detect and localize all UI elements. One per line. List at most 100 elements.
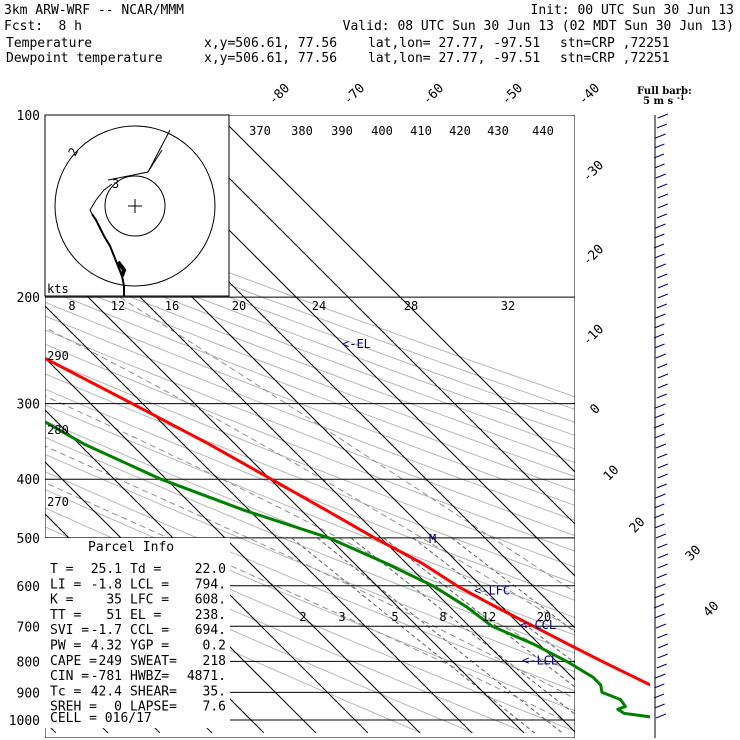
pressure-tick-label: 800 [17,655,40,670]
wind-barb [654,433,665,439]
wind-barb [653,693,665,699]
parcel-info-value: -781 [91,669,122,684]
wind-barb [654,703,665,709]
mixing-ratio-label: 16 [165,299,179,313]
wind-barb [655,133,666,139]
parcel-info-value: YGP = [130,639,169,654]
dry-adiabat [45,388,575,601]
wind-barb [654,343,665,349]
wind-barb [653,333,665,339]
moist-adiabat [45,445,575,700]
parcel-info-value: LAPSE= [130,700,177,715]
parcel-info-value: 4.32 [91,639,122,654]
wind-barb [654,503,665,509]
theta-label: 440 [532,124,554,138]
wind-barb [657,643,669,649]
dry-adiabat [45,213,575,410]
hodograph-outer-ring [54,125,216,287]
wind-key-title: Full barb: [637,86,692,97]
parcel-info-value: 42.4 [91,684,122,699]
wind-barb [657,653,668,659]
dry-adiabat [45,201,575,398]
dry-adiabat [45,249,575,450]
parcel-info-value: 694. [195,623,226,638]
wind-barb [657,463,669,469]
wind-barb [654,683,665,689]
level-marker: <-LFC [474,583,510,597]
legend-dewpoint-stn: stn=CRP ,72251 [560,51,670,66]
parcel-info-value: SHEAR= [130,684,177,699]
parcel-info-value: 249 [99,654,122,669]
theta-label: 420 [449,124,471,138]
hodograph-units: kts [47,282,69,296]
parcel-info-value: 218 [203,654,226,669]
wind-barb [657,383,668,389]
parcel-info-value: Tc = [50,684,81,699]
mixing-ratio-label: 12 [482,610,496,624]
moist-adiabat [45,482,564,721]
storm-motion-marker [107,129,171,181]
dry-adiabat [45,225,575,423]
wind-barb [657,633,668,639]
theta-label: 400 [371,124,393,138]
level-marker: <-CCL [520,618,556,632]
wind-barb [654,323,665,329]
forecast-label: Fcst: [4,19,43,34]
isotherm [45,357,421,734]
dry-adiabat [45,275,575,478]
parcel-info-value: T = [50,562,74,577]
mixing-ratio-label: 12 [111,299,125,313]
parcel-info-value: LFC = [130,593,169,608]
dry-adiabat [45,373,575,585]
mixing-ratio-line [350,537,575,715]
parcel-info-value: 608. [195,593,226,608]
theta-label: 370 [249,124,271,138]
wind-barb [653,153,665,159]
wind-barb [657,113,669,119]
wind-barb [655,223,666,229]
wind-barb [655,713,667,719]
isotherm [217,115,575,473]
init-time: Init: 00 UTC Sun 30 Jun 13 [531,3,735,18]
wind-barb [654,163,665,169]
parcel-info-value: 238. [195,608,226,623]
wind-barb [654,143,665,149]
wind-barb [657,543,668,549]
parcel-info-value: SVI = [50,623,89,638]
parcel-info-value: 25.1 [91,562,122,577]
dry-adiabat [45,329,575,537]
parcel-info-value: CIN = [50,669,89,684]
dry-adiabat [45,237,575,437]
dry-adiabat [45,453,575,673]
hodograph-trace [91,213,125,296]
wind-barb [657,473,668,479]
wind-barb [656,123,668,129]
pressure-tick-label: 900 [17,686,40,701]
wind-barb [656,183,668,189]
wind-barb-column [653,113,669,738]
level-markers: <-EL M <-LFC <-CCL <-LCL [342,337,558,668]
wind-barb [654,413,665,419]
mixing-ratio-label: 24 [312,299,326,313]
theta-label: 410 [410,124,432,138]
level-marker: <-EL [342,337,371,351]
pressure-tick-label: 1000 [9,714,40,729]
theta-label: 290 [47,349,69,363]
dry-adiabat [45,262,575,464]
wind-barb [653,603,665,609]
wind-barb [654,613,665,619]
wind-barb [655,443,667,449]
wind-barb [657,553,669,559]
legend-temperature-name: Temperature [6,36,92,51]
wind-barb [655,173,666,179]
parcel-info-value: 35 [106,593,122,608]
wind-barb [656,663,667,669]
dry-adiabat [45,343,575,552]
model-title: 3km ARW-WRF -- NCAR/MMM [4,3,184,18]
mixing-ratio-line [383,537,575,688]
dry-adiabat [45,301,575,507]
isotherm [45,409,369,734]
parcel-info-value: LCL = [130,577,169,592]
wind-barb [655,623,667,629]
